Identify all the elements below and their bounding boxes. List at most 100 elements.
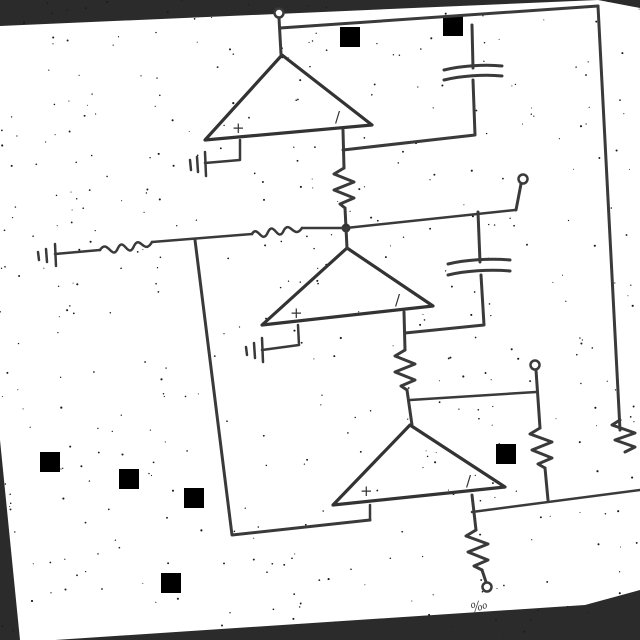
noise-speck <box>229 612 231 614</box>
noise-speck <box>479 499 482 502</box>
noise-speck <box>423 319 426 321</box>
noise-speck <box>376 489 379 492</box>
noise-speck <box>595 20 598 23</box>
noise-speck <box>585 74 587 76</box>
noise-speck <box>68 130 71 133</box>
noise-speck <box>320 404 322 406</box>
noise-speck <box>430 37 433 40</box>
noise-speck <box>354 416 356 419</box>
noise-speck <box>384 256 387 259</box>
noise-speck <box>197 393 199 395</box>
noise-speck <box>389 557 392 560</box>
noise-speck <box>539 516 542 519</box>
noise-speck <box>330 234 333 236</box>
noise-speck <box>478 417 480 420</box>
noise-speck <box>4 265 6 268</box>
wire-node-to-mid <box>344 226 349 250</box>
noise-speck <box>438 380 440 382</box>
noise-speck <box>579 125 583 128</box>
noise-speck <box>1 625 4 628</box>
redaction-square <box>443 16 463 36</box>
noise-speck <box>632 405 635 408</box>
noise-speck <box>68 100 70 102</box>
op-amp-top: + / <box>203 53 374 142</box>
noise-speck <box>186 450 188 452</box>
noise-speck <box>293 329 296 332</box>
noise-speck <box>1 129 3 132</box>
noise-speck <box>144 361 146 363</box>
noise-speck <box>188 131 190 132</box>
noise-speck <box>503 584 505 587</box>
noise-speck <box>172 164 175 167</box>
noise-speck <box>80 465 83 468</box>
noise-speck <box>157 291 160 293</box>
wire-cap2-bottom <box>403 273 486 335</box>
noise-speck <box>195 219 198 221</box>
noise-speck <box>200 529 203 532</box>
noise-speck <box>111 430 113 433</box>
noise-speck <box>299 606 301 608</box>
noise-speck <box>57 285 60 288</box>
noise-speck <box>262 434 265 437</box>
noise-speck <box>606 380 608 382</box>
noise-speck <box>106 175 108 178</box>
wire-left-input <box>53 248 102 256</box>
noise-speck <box>159 256 162 259</box>
noise-speck <box>312 187 314 189</box>
noise-speck <box>316 279 319 282</box>
op-amp-bottom-plus: + <box>360 482 373 500</box>
noise-speck <box>432 594 434 596</box>
noise-speck <box>219 147 222 150</box>
noise-speck <box>0 267 3 269</box>
capacitor-1-plate-b <box>442 73 504 82</box>
noise-speck <box>60 468 62 470</box>
noise-speck <box>88 189 91 191</box>
noise-speck <box>32 563 34 565</box>
noise-speck <box>623 113 625 115</box>
noise-speck <box>154 105 156 107</box>
noise-speck <box>498 38 500 40</box>
noise-speck <box>14 206 17 208</box>
noise-speck <box>349 210 351 212</box>
wire-r1-top <box>341 128 346 170</box>
noise-speck <box>376 219 379 222</box>
output-label: ‰ <box>469 597 491 617</box>
wire-left-feedback <box>193 238 372 537</box>
noise-speck <box>389 245 392 247</box>
noise-speck <box>145 192 148 194</box>
noise-speck <box>148 472 150 475</box>
noise-speck <box>69 305 71 307</box>
noise-speck <box>22 408 24 410</box>
op-amp-top-body <box>203 53 374 142</box>
noise-speck <box>171 119 174 122</box>
noise-speck <box>158 198 161 201</box>
noise-speck <box>84 570 87 573</box>
noise-speck <box>155 601 157 603</box>
noise-speck <box>252 558 255 561</box>
noise-speck <box>62 497 65 500</box>
noise-speck <box>223 562 225 565</box>
noise-speck <box>295 99 297 101</box>
capacitor-2-plate-b <box>446 268 512 277</box>
noise-speck <box>306 458 309 461</box>
noise-speck <box>483 41 486 44</box>
noise-speck <box>10 116 13 118</box>
noise-speck <box>581 339 584 341</box>
noise-speck <box>283 563 286 566</box>
ground-top-icon <box>188 155 200 174</box>
redaction-square <box>161 573 181 593</box>
noise-speck <box>299 79 302 82</box>
op-amp-bottom-body <box>331 423 507 507</box>
noise-speck <box>279 286 282 289</box>
wire-top-supply <box>277 16 283 56</box>
noise-speck <box>370 216 373 219</box>
noise-speck <box>587 61 589 63</box>
noise-speck <box>422 467 424 469</box>
noise-speck <box>629 416 632 418</box>
noise-speck <box>107 508 110 511</box>
noise-speck <box>159 94 161 97</box>
noise-speck <box>72 282 74 284</box>
noise-speck <box>94 229 96 232</box>
